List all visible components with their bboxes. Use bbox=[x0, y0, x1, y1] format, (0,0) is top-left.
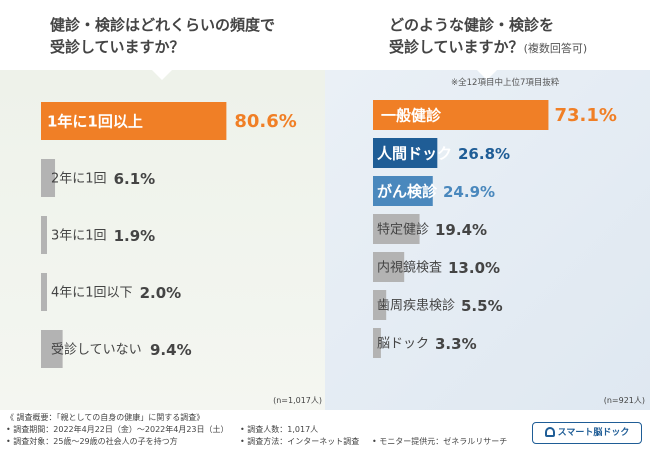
right-chart-note: ※全12項目中上位7項目抜粋 bbox=[451, 78, 560, 88]
left-value-label-3: 2.0% bbox=[140, 284, 182, 302]
right-question-header: どのような健診・検診を 受診していますか？(複数回答可) bbox=[325, 0, 650, 70]
left-bar-0 bbox=[41, 102, 227, 140]
left-title-line2: 受診していますか？ bbox=[50, 38, 185, 56]
right-value-label-4: 13.0% bbox=[448, 259, 500, 277]
footer-survey-method: • 調査方法：インターネット調査 bbox=[240, 437, 360, 446]
right-title-line2: 受診していますか？ bbox=[389, 38, 524, 56]
right-value-label-6: 3.3% bbox=[435, 335, 477, 353]
footer-survey-period: • 調査期間：2022年4月22日（金）〜2022年4月23日（土） bbox=[6, 425, 229, 434]
left-value-label-0: 80.6% bbox=[234, 111, 296, 132]
left-question-header: 健診・検診はどれくらいの頻度で 受診していますか？ bbox=[0, 0, 325, 70]
right-n-label: (n=921人) bbox=[604, 396, 645, 405]
right-value-label-1: 26.8% bbox=[458, 145, 510, 163]
brain-dock-icon bbox=[544, 427, 555, 437]
left-category-label-0: 1年に1回以上 bbox=[47, 112, 143, 130]
left-value-label-2: 1.9% bbox=[114, 227, 156, 245]
footer-survey-title: 《 調査概要：「親としての自身の健康」に関する調査》 bbox=[6, 413, 205, 422]
footer-survey-provider: • モニター提供元：ゼネラルリサーチ bbox=[372, 437, 508, 446]
right-value-label-5: 5.5% bbox=[461, 297, 503, 315]
right-bar-0 bbox=[373, 100, 549, 130]
right-bar-4 bbox=[373, 252, 405, 282]
right-category-label-5: 歯周疾患検診 bbox=[377, 298, 455, 314]
right-category-label-2: がん検診 bbox=[377, 182, 438, 200]
left-value-label-4: 9.4% bbox=[150, 341, 192, 359]
left-value-label-1: 6.1% bbox=[114, 170, 156, 188]
left-bar-3 bbox=[41, 273, 47, 311]
right-title-suffix: (複数回答可) bbox=[523, 42, 588, 55]
left-n-label: (n=1,017人) bbox=[273, 396, 322, 405]
left-header-pointer bbox=[152, 70, 172, 80]
brand-logo: スマート脳ドック bbox=[532, 422, 642, 444]
right-bar-5 bbox=[373, 290, 387, 320]
right-value-label-2: 24.9% bbox=[443, 183, 495, 201]
left-bar-4 bbox=[41, 330, 63, 368]
brand-logo-text: スマート脳ドック bbox=[557, 428, 630, 438]
left-category-label-4: 受診していない bbox=[51, 342, 142, 358]
right-value-label-0: 73.1% bbox=[554, 105, 616, 126]
left-category-label-3: 4年に1回以下 bbox=[51, 286, 133, 301]
right-bar-3 bbox=[373, 214, 420, 244]
left-category-label-1: 2年に1回 bbox=[51, 172, 107, 187]
left-question-title: 健診・検診はどれくらいの頻度で 受診していますか？ bbox=[50, 14, 275, 58]
right-question-title: どのような健診・検診を 受診していますか？(複数回答可) bbox=[389, 14, 587, 60]
right-bar-2 bbox=[373, 176, 433, 206]
right-header-pointer bbox=[477, 70, 497, 80]
right-bar-1 bbox=[373, 138, 438, 168]
right-category-label-3: 特定健診 bbox=[377, 222, 429, 238]
right-category-label-1: 人間ドック bbox=[377, 144, 452, 162]
right-value-label-3: 19.4% bbox=[435, 221, 487, 239]
left-bar-2 bbox=[41, 216, 47, 254]
right-title-line1: どのような健診・検診を bbox=[389, 16, 555, 34]
right-category-label-0: 一般健診 bbox=[381, 106, 442, 124]
right-bar-6 bbox=[373, 328, 381, 358]
footer-survey-target: • 調査対象：25歳〜29歳の社会人の子を持つ方 bbox=[6, 437, 178, 446]
footer-survey-count: • 調査人数：1,017人 bbox=[240, 425, 319, 434]
left-title-line1: 健診・検診はどれくらいの頻度で bbox=[50, 16, 276, 34]
right-category-label-4: 内視鏡検査 bbox=[377, 260, 442, 276]
left-category-label-2: 3年に1回 bbox=[51, 229, 107, 244]
left-bar-1 bbox=[41, 159, 56, 197]
right-category-label-6: 脳ドック bbox=[377, 337, 429, 352]
